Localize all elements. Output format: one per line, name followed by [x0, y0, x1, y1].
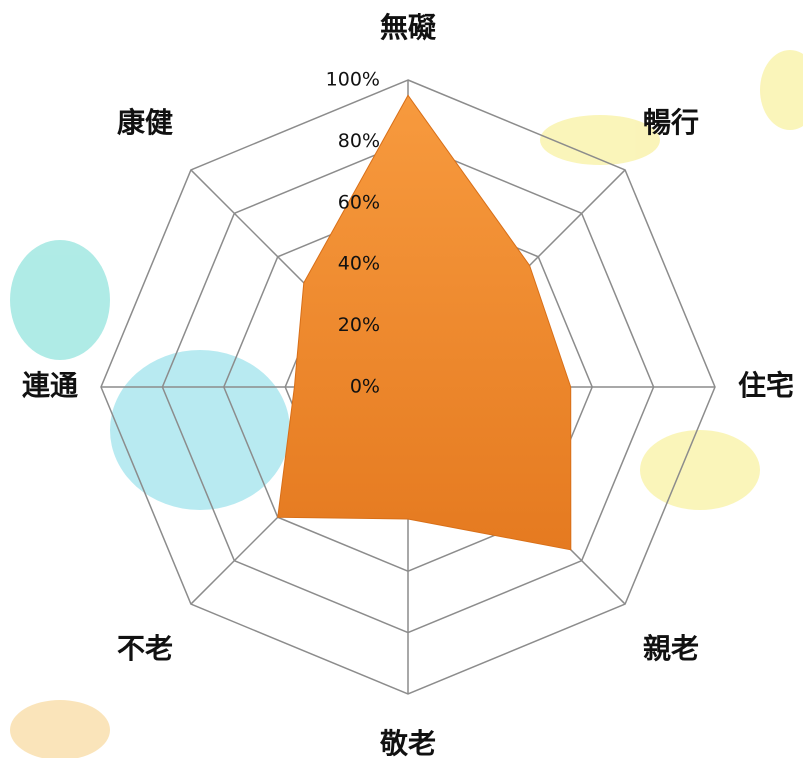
r-tick-label: 100%	[326, 69, 380, 91]
r-tick-label: 60%	[338, 191, 380, 213]
r-tick-label: 0%	[350, 376, 380, 398]
r-tick-label: 20%	[338, 314, 380, 336]
background-decoration	[10, 50, 803, 758]
category-label: 敬老	[379, 727, 436, 758]
category-label: 親老	[643, 632, 699, 665]
category-label: 住宅	[738, 369, 794, 402]
r-tick-label: 40%	[338, 253, 380, 275]
category-label: 不老	[117, 632, 173, 665]
category-label: 康健	[117, 106, 173, 139]
category-label: 暢行	[643, 106, 699, 139]
r-tick-label: 80%	[338, 130, 380, 152]
category-label: 連通	[22, 369, 78, 402]
series-area	[277, 94, 572, 551]
category-label: 無礙	[380, 11, 437, 44]
